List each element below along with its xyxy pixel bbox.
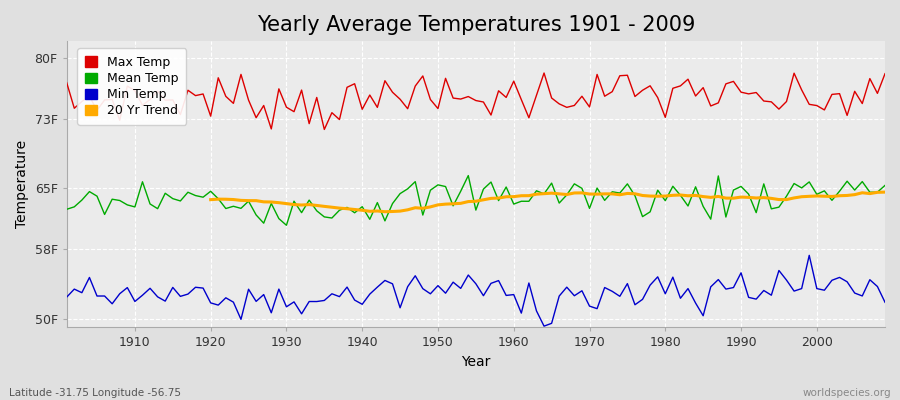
Title: Yearly Average Temperatures 1901 - 2009: Yearly Average Temperatures 1901 - 2009 (256, 15, 695, 35)
Text: worldspecies.org: worldspecies.org (803, 388, 891, 398)
Text: Latitude -31.75 Longitude -56.75: Latitude -31.75 Longitude -56.75 (9, 388, 181, 398)
X-axis label: Year: Year (461, 355, 491, 369)
Y-axis label: Temperature: Temperature (15, 140, 29, 228)
Legend: Max Temp, Mean Temp, Min Temp, 20 Yr Trend: Max Temp, Mean Temp, Min Temp, 20 Yr Tre… (77, 48, 186, 125)
